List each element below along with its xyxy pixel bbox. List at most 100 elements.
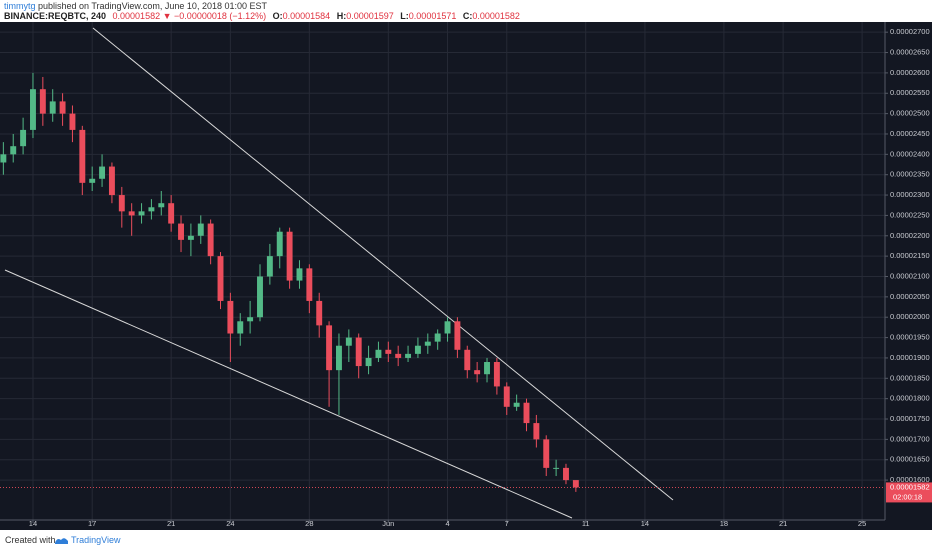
last-price-box (886, 482, 932, 503)
candle-body (257, 276, 263, 318)
candle-body (563, 467, 569, 481)
candle-body (572, 480, 579, 488)
y-tick-label: 0.00002500 (890, 109, 930, 118)
c-label: C: (462, 11, 473, 21)
c-value: 0.00001582 (472, 11, 520, 21)
y-tick-label: 0.00002400 (890, 149, 930, 158)
candle-body (187, 235, 194, 240)
candle-body (296, 268, 303, 281)
y-tick-label: 0.00002000 (890, 312, 930, 321)
candle-body (355, 337, 362, 367)
candle-body (108, 166, 115, 196)
candle-body (335, 345, 342, 371)
candle-body (345, 337, 352, 346)
candle-body (0, 154, 7, 163)
symbol-line: BINANCE:REQBTC, 240 0.00001582 ▼ −0.0000… (4, 11, 520, 21)
candle-body (444, 321, 451, 334)
y-tick-label: 0.00001950 (890, 333, 930, 342)
candle-body (118, 195, 125, 212)
x-tick-label: Jun (382, 519, 394, 528)
countdown-label: 02:00:18 (893, 492, 922, 501)
candle-body (385, 349, 392, 354)
footer: Created with TradingView (0, 530, 932, 550)
candle-body (30, 89, 36, 130)
publish-line: timmytg published on TradingView.com, Ju… (4, 1, 267, 11)
x-tick-label: 18 (720, 519, 728, 528)
candle-body (493, 362, 500, 387)
grid (0, 22, 885, 520)
candle-body (59, 101, 66, 114)
y-tick-label: 0.00001600 (890, 475, 930, 484)
y-tick-label: 0.00001800 (890, 394, 930, 403)
candle-body (20, 129, 27, 147)
candle-body (503, 386, 510, 407)
candles (0, 72, 885, 492)
y-tick-label: 0.00001900 (890, 353, 930, 362)
candle-body (553, 467, 560, 469)
y-tick-label: 0.00002350 (890, 170, 930, 179)
candle-body (148, 207, 155, 212)
x-tick-label: 4 (445, 519, 449, 528)
l-value: 0.00001571 (408, 11, 457, 21)
candle-body (247, 317, 254, 322)
y-tick-label: 0.00002200 (890, 231, 930, 240)
x-tick-label: 11 (582, 519, 590, 528)
y-tick-label: 0.00002450 (890, 129, 930, 138)
candle-body (128, 211, 135, 216)
price-axis (885, 22, 932, 530)
x-tick-label: 24 (226, 519, 234, 528)
candle-body (237, 321, 244, 334)
y-tick-label: 0.00002050 (890, 292, 930, 301)
candle-body (414, 345, 421, 354)
candle-body (484, 362, 490, 375)
candle-body (306, 268, 313, 301)
published: published on TradingView.com, June 10, 2… (35, 1, 267, 11)
h-label: H: (336, 11, 347, 21)
symbol: BINANCE:REQBTC, 240 (4, 11, 107, 21)
y-tick-label: 0.00002550 (890, 88, 930, 97)
candle-body (207, 223, 214, 257)
candle-body (424, 341, 431, 346)
candle-body (227, 300, 234, 334)
x-tick-label: 7 (505, 519, 509, 528)
x-tick-label: 14 (641, 519, 649, 528)
candle-body (543, 439, 550, 468)
x-tick-label: 21 (779, 519, 787, 528)
created-with: Created with (5, 535, 56, 545)
candle-body (138, 211, 145, 216)
candle-body (464, 349, 471, 371)
y-tick-label: 0.00001650 (890, 455, 930, 464)
candle-body (434, 333, 441, 342)
last-price-label: 0.00001582 (890, 482, 930, 491)
y-tick-label: 0.00001700 (890, 434, 930, 443)
change: −0.00000018 (−1.12%) (174, 11, 267, 21)
candle-body (286, 231, 293, 281)
candle-body (99, 166, 106, 179)
arrow: ▼ (162, 11, 172, 21)
candle-body (39, 89, 46, 114)
candle-body (49, 101, 56, 114)
candle-body (395, 353, 402, 358)
trend-line-lower (4, 269, 573, 519)
candle-body (178, 223, 184, 240)
x-tick-label: 28 (305, 519, 313, 528)
trend-line-upper (92, 27, 674, 501)
candle-body (158, 203, 165, 208)
candle-body (316, 300, 323, 326)
y-tick-label: 0.00002100 (890, 271, 930, 280)
y-tick-label: 0.00002650 (890, 48, 930, 57)
candle-body (197, 223, 204, 236)
candle-body (89, 178, 96, 183)
brand[interactable]: TradingView (71, 535, 121, 545)
y-tick-label: 0.00002300 (890, 190, 930, 199)
last: 0.00001582 (112, 11, 161, 21)
candle-body (217, 256, 224, 301)
author[interactable]: timmytg (4, 1, 36, 11)
candle-body (79, 129, 86, 183)
candle-body (365, 357, 372, 367)
candle-body (326, 325, 333, 371)
y-tick-label: 0.00002700 (890, 27, 930, 36)
candle-body (513, 402, 520, 407)
x-tick-label: 21 (167, 519, 175, 528)
x-tick-label: 25 (858, 519, 866, 528)
